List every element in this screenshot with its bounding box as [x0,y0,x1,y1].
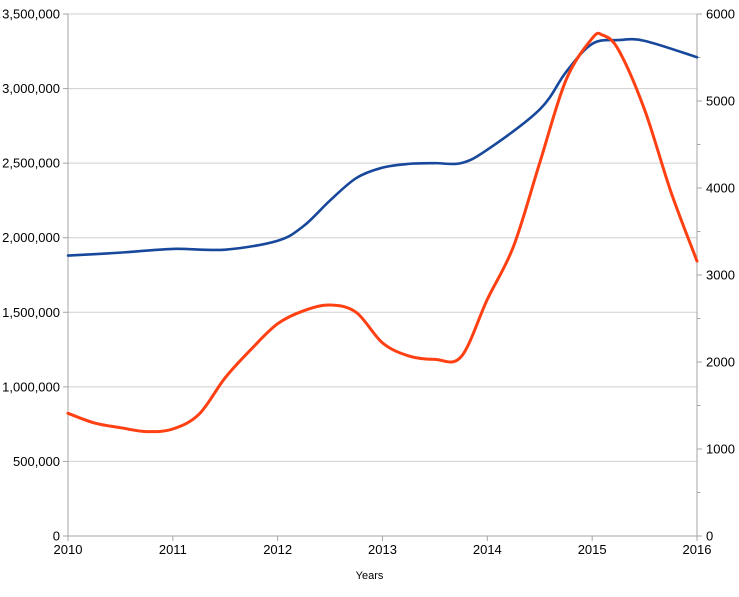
x-axis-label: 2011 [159,542,187,557]
blue-series-line [66,37,699,257]
right-axis-label: 4000 [706,181,735,196]
x-axis-label: 2016 [683,542,712,557]
x-axis-label: 2015 [578,542,607,557]
x-axis-label: 2013 [368,542,397,557]
x-axis-label: 2010 [54,542,83,557]
left-axis-label: 2,000,000 [2,230,60,245]
x-axis-label: 2012 [263,542,292,557]
left-axis-label: 1,000,000 [2,379,60,394]
red-series-line [66,31,699,434]
left-axis-label: 0 [53,529,60,544]
left-axis-label: 1,500,000 [2,305,60,320]
right-axis-label: 3000 [706,268,735,283]
right-axis-label: 5000 [706,94,735,109]
left-axis-label: 3,000,000 [2,81,60,96]
left-axis-label: 500,000 [13,454,60,469]
x-axis-title: Years [355,570,384,582]
right-axis-label: 2000 [706,355,735,370]
left-axis-label: 2,500,000 [2,156,60,171]
right-axis-label: 1000 [706,442,735,457]
x-axis-label: 2014 [473,542,502,557]
left-axis-label: 3,500,000 [2,7,60,22]
right-axis-label: 6000 [706,7,735,22]
right-axis-label: 0 [706,529,713,544]
